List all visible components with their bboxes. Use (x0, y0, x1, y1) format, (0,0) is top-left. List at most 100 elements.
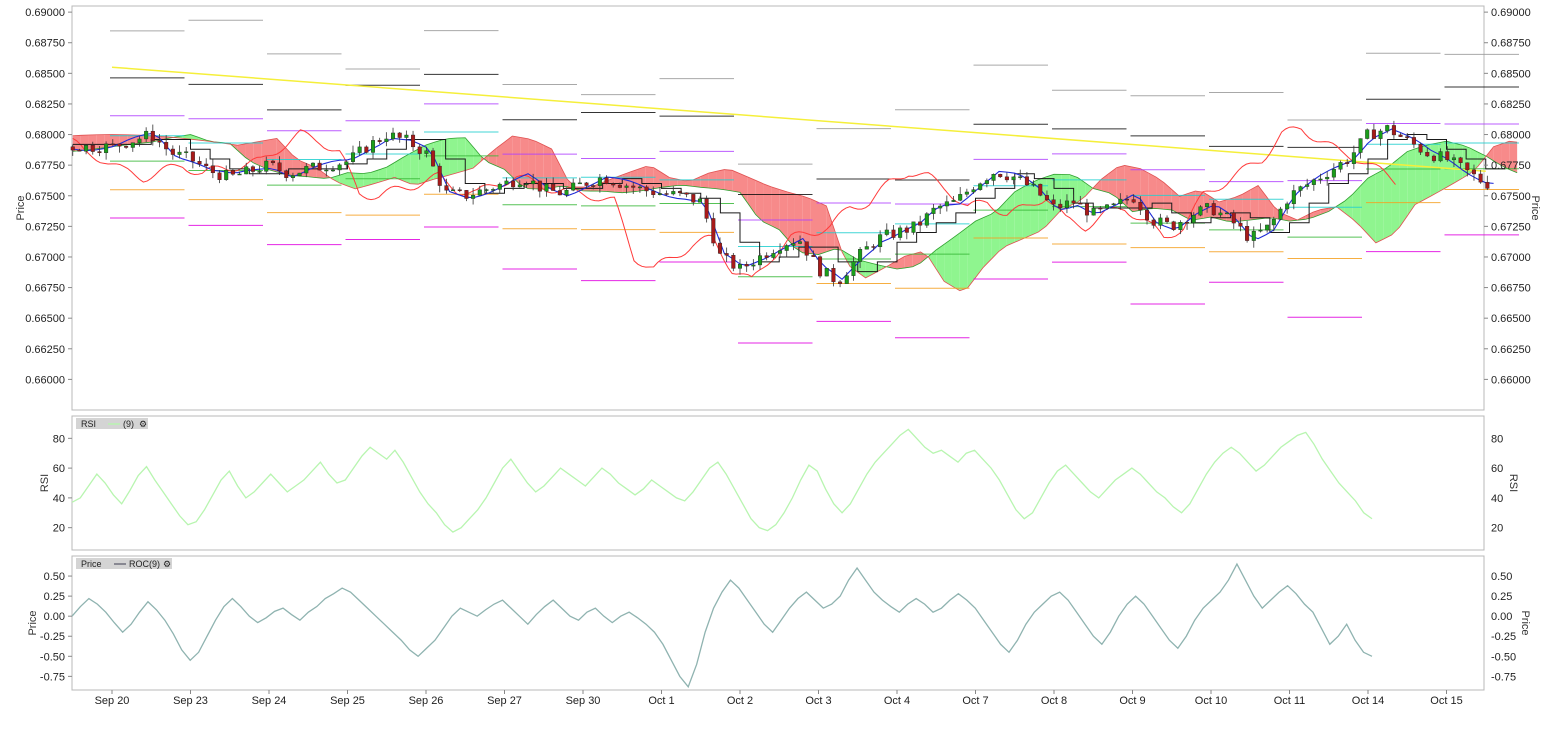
ichimoku-cloud-segment (543, 145, 552, 190)
candle-body (424, 150, 429, 154)
candle-body (878, 234, 883, 248)
candle-body (1044, 195, 1049, 200)
date-tick-label: Sep 25 (330, 695, 365, 707)
candle-body (437, 165, 442, 186)
candle-body (784, 245, 789, 251)
candle-body (1125, 198, 1130, 201)
ichimoku-cloud-segment (1085, 182, 1094, 197)
ichimoku-cloud-segment (1399, 151, 1408, 228)
candle-body (431, 150, 436, 167)
ichimoku-cloud-segment (755, 180, 764, 223)
ichimoku-cloud-segment (1108, 167, 1117, 198)
rsi-tick-label-left: 80 (53, 433, 65, 445)
candle-body (364, 146, 369, 153)
ichimoku-cloud-segment (802, 196, 811, 254)
roc-tick-label-left: 0.50 (44, 571, 65, 583)
ichimoku-cloud-segment (747, 176, 756, 215)
candle-body (484, 189, 489, 191)
price-tick-label-left: 0.67750 (25, 160, 65, 172)
ichimoku-cloud-segment (386, 162, 395, 180)
candle-body (1251, 230, 1256, 241)
candle-body (1298, 186, 1303, 191)
ichimoku-cloud-segment (292, 155, 301, 177)
candle-body (958, 194, 963, 201)
candle-body (898, 227, 903, 238)
price-tick-label-left: 0.67500 (25, 191, 65, 203)
rsi-tick-label-right: 60 (1491, 463, 1503, 475)
candle-body (704, 198, 709, 219)
roc-tick-label-left: 0.25 (44, 591, 65, 603)
ichimoku-cloud-segment (1242, 189, 1251, 221)
ichimoku-cloud-segment (371, 169, 379, 185)
candle-body (1198, 206, 1203, 216)
ichimoku-cloud-segment (991, 208, 1000, 260)
ichimoku-cloud-segment (1234, 194, 1243, 222)
candle-body (511, 180, 516, 188)
candle-body (1185, 222, 1190, 224)
candle-body (1131, 199, 1136, 203)
candle-body (1338, 162, 1343, 170)
candle-body (1098, 207, 1103, 210)
price-tick-label-right: 0.69000 (1491, 7, 1531, 19)
candle-body (1485, 181, 1490, 189)
candle-body (324, 169, 329, 172)
candle-body (684, 192, 689, 195)
tenkan-sen-line (72, 128, 1494, 281)
ichimoku-cloud-segment (779, 189, 788, 239)
candle-body (1011, 176, 1016, 181)
candle-body (210, 165, 215, 174)
candle-body (284, 170, 289, 178)
candle-body (404, 134, 409, 138)
candle-body (411, 134, 416, 148)
ichimoku-cloud-segment (1006, 191, 1015, 246)
candle-body (651, 190, 656, 195)
candle-body (417, 146, 422, 154)
candle-body (764, 255, 769, 258)
ichimoku-cloud-segment (190, 134, 199, 141)
candle-body (1058, 203, 1063, 209)
ichimoku-cloud-segment (1360, 178, 1368, 235)
price-tick-label-left: 0.68000 (25, 130, 65, 142)
rsi-line (71, 428, 1373, 533)
candle-body (457, 189, 462, 191)
date-tick-label: Sep 26 (409, 695, 444, 707)
candle-body (1471, 169, 1476, 175)
candle-body (1311, 179, 1316, 185)
candle-body (938, 205, 943, 209)
price-tick-label-left: 0.68750 (25, 38, 65, 50)
candle-body (451, 189, 456, 191)
candle-body (991, 174, 996, 181)
rsi-legend-series: (9) (123, 419, 134, 429)
ichimoku-cloud-segment (1124, 165, 1133, 212)
candle-body (1104, 204, 1109, 209)
candle-body (1411, 137, 1416, 145)
candle-body (691, 194, 696, 203)
ichimoku-cloud-segment (1485, 146, 1494, 161)
ichimoku-cloud-segment (1093, 179, 1102, 191)
candle-body (557, 190, 562, 196)
candle-body (77, 149, 82, 152)
candle-body (1191, 214, 1196, 224)
ichimoku-cloud-segment (535, 141, 544, 190)
ichimoku-cloud-segment (559, 164, 568, 187)
ichimoku-cloud-segment (1014, 187, 1023, 243)
ichimoku-cloud-segment (504, 136, 513, 177)
ichimoku-cloud-segment (339, 172, 348, 187)
ichimoku-cloud-segment (865, 261, 874, 278)
candle-body (1385, 125, 1390, 132)
ichimoku-cloud-segment (1383, 164, 1392, 239)
candle-body (357, 146, 362, 153)
ichimoku-cloud-segment (959, 227, 968, 291)
candle-body (270, 160, 275, 164)
ichimoku-cloud-segment (944, 238, 952, 287)
candle-body (1391, 125, 1396, 136)
candle-body (998, 174, 1003, 178)
price-tick-label-right: 0.68750 (1491, 38, 1531, 50)
roc-panel (71, 555, 1485, 691)
ichimoku-cloud-segment (488, 147, 497, 166)
candle-body (1038, 183, 1043, 196)
candle-body (90, 145, 95, 152)
candle-body (350, 152, 355, 162)
ichimoku-cloud-segment (975, 217, 984, 278)
ichimoku-cloud-segment (1116, 165, 1125, 205)
